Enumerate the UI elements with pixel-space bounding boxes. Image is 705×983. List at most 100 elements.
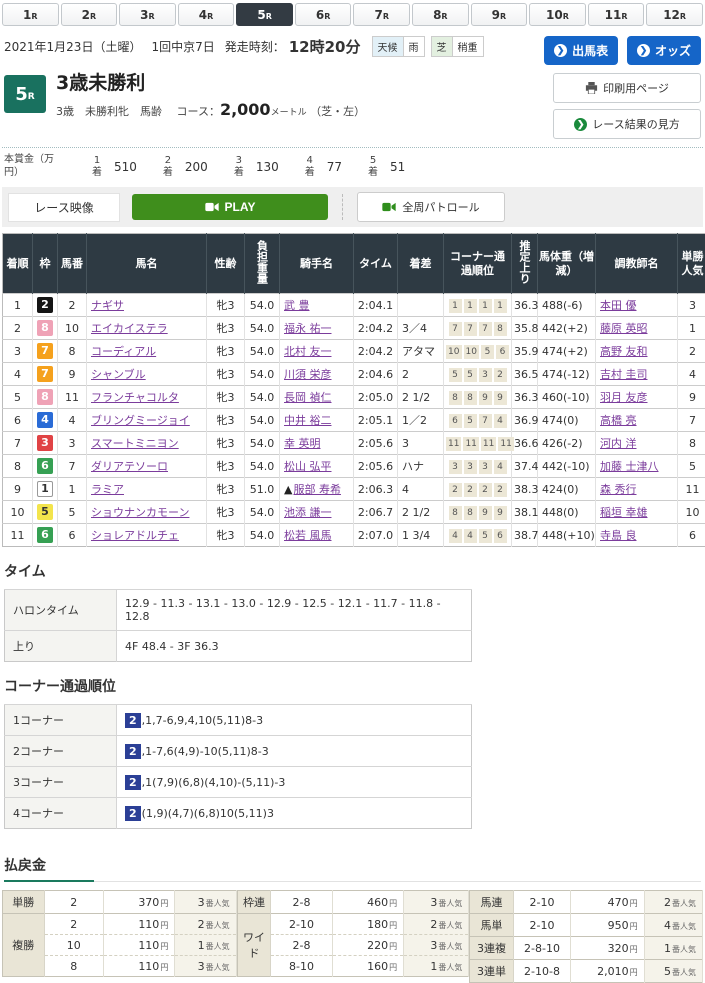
- jockey-name-link[interactable]: 服部 寿希: [293, 483, 341, 496]
- entries-button[interactable]: ❯出馬表: [544, 36, 618, 65]
- trainer-name-link[interactable]: 加藤 士津八: [600, 460, 659, 473]
- horse-name-link[interactable]: フランチャコルタ: [91, 391, 179, 404]
- trainer-name-link[interactable]: 河内 洋: [600, 437, 637, 450]
- ninki-unit: 番人気: [438, 963, 462, 972]
- tab-number: 5: [257, 8, 265, 22]
- yen-unit: 円: [630, 899, 638, 908]
- horse-name-link[interactable]: ブリングミージョイ: [91, 414, 190, 427]
- race-video-bar: レース映像 PLAY 全周パトロール: [2, 187, 703, 227]
- finish-time: 2:04.2: [354, 340, 398, 363]
- payout-amount-number: 110: [138, 960, 159, 973]
- jockey-name-link[interactable]: 川須 栄彦: [284, 368, 332, 381]
- race-tab-11r[interactable]: 11R: [588, 3, 645, 26]
- race-tab-1r[interactable]: 1R: [2, 3, 59, 26]
- jockey-name-link[interactable]: 池添 謙一: [284, 506, 332, 519]
- horse-name-link[interactable]: シャンブル: [91, 368, 146, 381]
- trainer-name-link[interactable]: 寺島 良: [600, 529, 637, 542]
- kv-value: 2(1,9)(4,7)(6,8)10(5,11)3: [117, 798, 472, 829]
- play-button[interactable]: PLAY: [132, 194, 328, 220]
- horse-weight: 460(-10): [538, 386, 596, 409]
- frame-cell: 4: [33, 409, 58, 432]
- horse-name-link[interactable]: コーディアル: [91, 345, 156, 358]
- jockey-name-link[interactable]: 松若 風馬: [284, 529, 332, 542]
- results-col-header: 調教師名: [596, 234, 678, 294]
- frame-number-badge: 7: [37, 343, 53, 359]
- race-tab-6r[interactable]: 6R: [295, 3, 352, 26]
- race-tab-3r[interactable]: 3R: [119, 3, 176, 26]
- payout-favorite: 1番人気: [644, 937, 702, 960]
- payout-favorite: 3番人気: [404, 935, 469, 956]
- trainer-name-link[interactable]: 森 秀行: [600, 483, 637, 496]
- horse-name-link[interactable]: ショウナンカモーン: [91, 506, 189, 519]
- trainer-name-link[interactable]: 本田 優: [600, 299, 637, 312]
- race-tab-8r[interactable]: 8R: [412, 3, 469, 26]
- ninki-unit: 番人気: [206, 921, 230, 930]
- corner-position: 1: [479, 299, 492, 313]
- results-col-header: 着順: [3, 234, 33, 294]
- jockey-name-link[interactable]: 中井 裕二: [284, 414, 332, 427]
- trainer-name-link[interactable]: 高野 友和: [600, 345, 648, 358]
- prize-rank-suffix: 着: [163, 167, 173, 179]
- horse-name-link[interactable]: エイカイステラ: [91, 322, 168, 335]
- jockey-name-link[interactable]: 長岡 禎仁: [284, 391, 332, 404]
- race-tab-12r[interactable]: 12R: [646, 3, 703, 26]
- jockey-name-link[interactable]: 松山 弘平: [284, 460, 332, 473]
- corner-position: 5: [464, 414, 477, 428]
- sex-age: 牝3: [207, 294, 245, 317]
- payout-amount: 160円: [332, 956, 403, 977]
- jockey-name-link[interactable]: 幸 英明: [284, 437, 321, 450]
- trainer-name-link[interactable]: 藤原 英昭: [600, 322, 648, 335]
- bet-type-label: 複勝: [3, 914, 45, 977]
- trainer-name-link[interactable]: 吉村 圭司: [600, 368, 648, 381]
- race-tab-5r[interactable]: 5R: [236, 3, 293, 26]
- tab-number: 7: [374, 8, 382, 22]
- frame-number-badge: 5: [37, 504, 53, 520]
- odds-button[interactable]: ❯オッズ: [627, 36, 701, 65]
- tab-suffix: R: [266, 12, 272, 21]
- race-tab-4r[interactable]: 4R: [178, 3, 235, 26]
- trainer-name-link[interactable]: 羽月 友彦: [600, 391, 648, 404]
- print-button[interactable]: 印刷用ページ: [553, 73, 701, 103]
- horse-name-link[interactable]: ショレアドルチェ: [91, 529, 179, 542]
- corner-position: 3: [449, 460, 462, 474]
- bet-type-label: 単勝: [3, 891, 45, 914]
- distance-unit: メートル: [271, 108, 307, 118]
- horse-name-link[interactable]: ダリアテソーロ: [91, 460, 168, 473]
- payout-amount-number: 160: [367, 960, 388, 973]
- prize-value: 51: [390, 160, 405, 174]
- kv-value: 2,1,7-6,9,4,10(5,11)8-3: [117, 705, 472, 736]
- favorite-number: 2: [198, 918, 205, 931]
- course-label: コース：: [177, 105, 220, 118]
- horse-name-link[interactable]: スマートミニヨン: [91, 437, 179, 450]
- trainer-name-link[interactable]: 高橋 亮: [600, 414, 637, 427]
- payout-combination: 2-10: [271, 914, 332, 935]
- race-tab-7r[interactable]: 7R: [353, 3, 410, 26]
- jockey-name-link[interactable]: 福永 祐一: [284, 322, 332, 335]
- race-tab-2r[interactable]: 2R: [61, 3, 118, 26]
- payout-amount-number: 460: [367, 896, 388, 909]
- patrol-video-button[interactable]: 全周パトロール: [357, 192, 505, 222]
- win-favorite-rank: 11: [678, 478, 705, 501]
- jockey-name-link[interactable]: 北村 友一: [284, 345, 332, 358]
- race-tab-9r[interactable]: 9R: [471, 3, 528, 26]
- results-col-header: 性齢: [207, 234, 245, 294]
- results-col-header-text: 馬名: [136, 257, 158, 270]
- kv-text: ,1(7,9)(6,8)(4,10)-(5,11)-3: [142, 776, 286, 789]
- trainer-cell: 河内 洋: [596, 432, 678, 455]
- jockey-name-link[interactable]: 武 豊: [284, 299, 310, 312]
- horse-name-link[interactable]: ラミア: [91, 483, 124, 496]
- horse-name-link[interactable]: ナギサ: [91, 299, 124, 312]
- yen-unit: 円: [160, 963, 168, 972]
- apprentice-mark: ▲: [284, 483, 292, 496]
- win-favorite-rank: 5: [678, 455, 705, 478]
- horse-name-cell: ショレアドルチェ: [87, 524, 207, 547]
- yen-unit: 円: [630, 945, 638, 954]
- trainer-name-link[interactable]: 稲垣 幸雄: [600, 506, 648, 519]
- yen-unit: 円: [630, 922, 638, 931]
- result-guide-button[interactable]: ❯ レース結果の見方: [553, 109, 701, 139]
- race-tab-10r[interactable]: 10R: [529, 3, 586, 26]
- tab-suffix: R: [563, 12, 569, 21]
